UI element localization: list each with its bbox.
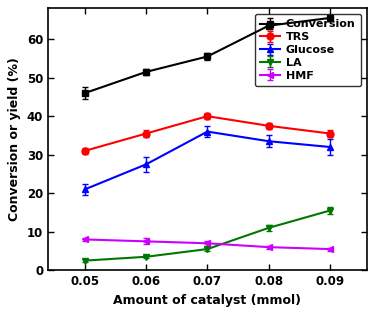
Legend: Conversion, TRS, Glucose, LA, HMF: Conversion, TRS, Glucose, LA, HMF — [255, 14, 361, 86]
Y-axis label: Conversion or yield (%): Conversion or yield (%) — [8, 57, 21, 221]
X-axis label: Amount of catalyst (mmol): Amount of catalyst (mmol) — [113, 294, 302, 307]
